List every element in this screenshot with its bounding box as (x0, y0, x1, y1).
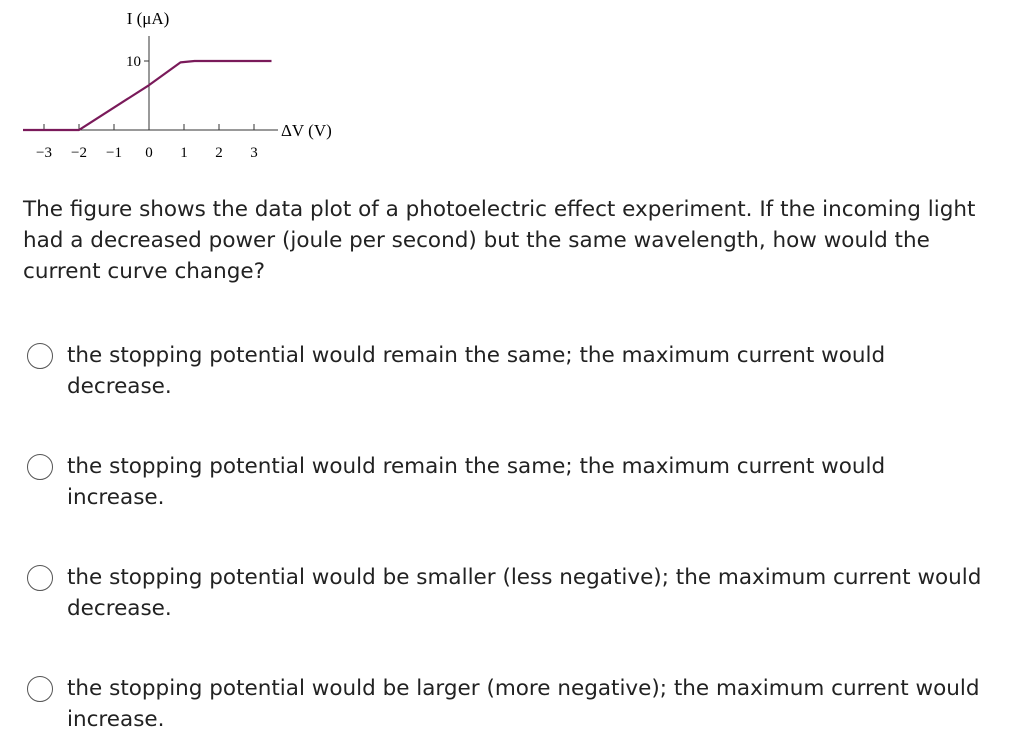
question-text: The figure shows the data plot of a phot… (23, 197, 976, 284)
x-tick-label: 1 (180, 145, 188, 161)
x-axis-label: ΔV (V) (281, 121, 332, 140)
option-label: the stopping potential would remain the … (67, 454, 886, 510)
y-tick-label: 10 (126, 54, 141, 70)
option-1[interactable]: the stopping potential would remain the … (27, 340, 987, 402)
option-2[interactable]: the stopping potential would remain the … (27, 451, 987, 513)
x-tick-label: −3 (36, 145, 52, 161)
x-tick-label: 3 (250, 145, 258, 161)
radio-button[interactable] (27, 676, 53, 702)
y-axis-label: I (μA) (127, 9, 170, 28)
photoelectric-chart: −3 −2 −1 0 1 2 3 10 I (μA) ΔV (V) (23, 9, 332, 161)
option-3[interactable]: the stopping potential would be smaller … (27, 562, 987, 624)
x-tick-label: −2 (71, 145, 87, 161)
radio-button[interactable] (27, 454, 53, 480)
option-4[interactable]: the stopping potential would be larger (… (27, 673, 987, 735)
current-curve (23, 59, 272, 132)
radio-button[interactable] (27, 343, 53, 369)
x-tick-label: 0 (145, 145, 153, 161)
option-label: the stopping potential would be smaller … (67, 565, 982, 621)
x-tick-label: 2 (215, 145, 223, 161)
option-label: the stopping potential would remain the … (67, 343, 886, 399)
option-label: the stopping potential would be larger (… (67, 676, 980, 732)
x-tick-label: −1 (106, 145, 122, 161)
radio-button[interactable] (27, 565, 53, 591)
